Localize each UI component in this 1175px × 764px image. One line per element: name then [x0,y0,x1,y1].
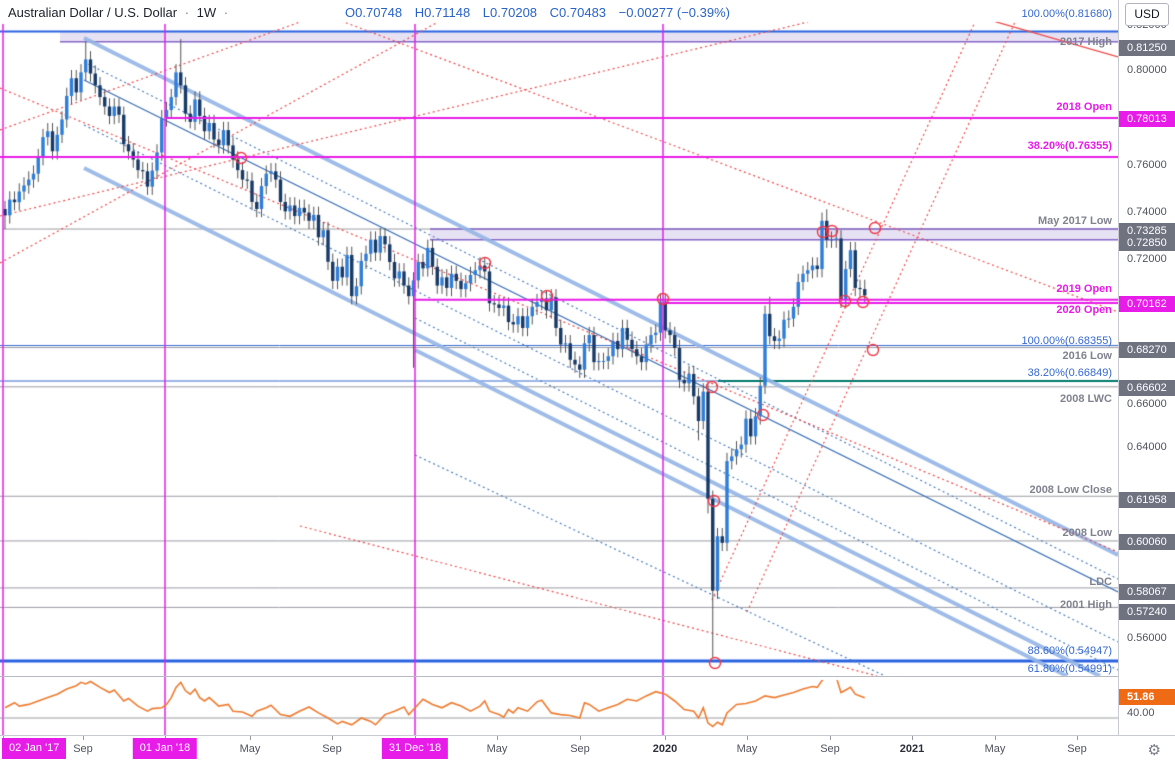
date-axis-tickmark [747,736,748,740]
price-level-badge: 0.70162 [1119,296,1175,312]
date-axis-label: Sep [322,743,342,755]
date-axis-label: May [239,743,261,755]
price-axis-label: 0.66000 [1127,398,1167,410]
price-level-badge: 0.57240 [1119,604,1175,620]
date-axis-label: Sep [570,743,590,755]
rsi-value-badge: 51.86 [1119,689,1175,705]
symbol-header[interactable]: Australian Dollar / U.S. Dollar · 1W · [8,5,232,20]
price-annotation-label: 2008 Low Close [1029,484,1112,496]
price-annotation-label: 38.20%(0.66849) [1027,367,1112,379]
price-axis-label: 0.72000 [1127,253,1167,265]
ohlc-high-value: 0.71148 [424,5,471,20]
date-axis-label: May [486,743,508,755]
header-separator2: · [223,5,229,20]
currency-toggle-button[interactable]: USD [1125,3,1169,26]
price-level-badge: 0.61958 [1119,492,1175,508]
price-axis-label: 0.56000 [1127,632,1167,644]
price-annotation-label: 88.60%(0.54947) [1027,645,1112,657]
date-session-badge[interactable]: 31 Dec '18 [381,738,449,759]
date-axis-tickmark [995,736,996,740]
ohlc-high-label: H [414,5,425,20]
date-axis-label: 2020 [652,743,678,755]
price-annotation-label: 2020 Open [1056,304,1112,316]
price-axis-label: 0.74000 [1127,206,1167,218]
price-annotation-label: 2018 Open [1056,101,1112,113]
date-axis-label: 2021 [899,743,925,755]
price-annotation-label: 2019 Open [1056,283,1112,295]
ohlc-readout: O0.70748 H0.71148 L0.70208 C0.70483 −0.0… [345,5,730,20]
axis-settings-gear-icon[interactable]: ⚙ [1147,742,1161,759]
ohlc-low-label: L [482,5,491,20]
price-annotation-label: LDC [1089,576,1112,588]
ohlc-open-label: O [345,5,356,20]
date-axis-tickmark [665,736,666,740]
date-session-badge[interactable]: 01 Jan '18 [132,738,198,759]
price-level-badge: 0.60060 [1119,534,1175,550]
price-level-badge: 0.66602 [1119,380,1175,396]
rsi-axis-label: 40.00 [1127,707,1155,719]
ohlc-open-value: 0.70748 [355,5,403,20]
price-level-badge: 0.58067 [1119,584,1175,600]
price-annotation-label: 100.00%(0.81680) [1021,8,1112,20]
price-level-badge: 0.81250 [1119,40,1175,56]
price-annotation-label: 2001 High [1060,599,1112,611]
price-annotation-label: May 2017 Low [1038,215,1112,227]
price-annotation-label: 100.00%(0.68355) [1021,335,1112,347]
date-axis-label: Sep [820,743,840,755]
main-chart-canvas[interactable] [0,0,1118,735]
price-annotation-label: 2017 High [1060,36,1112,48]
date-axis-tickmark [580,736,581,740]
price-axis-label: 0.80000 [1127,64,1167,76]
date-axis-tickmark [83,736,84,740]
symbol-title: Australian Dollar / U.S. Dollar [8,5,178,20]
ohlc-low-value: 0.70208 [490,5,538,20]
date-axis-label: May [736,743,758,755]
price-annotation-label: 2008 LWC [1060,393,1112,405]
price-level-badge: 0.68270 [1119,342,1175,358]
date-axis-tickmark [497,736,498,740]
price-annotation-label: 2016 Low [1062,350,1112,362]
pane-separator[interactable] [0,676,1175,677]
date-axis-tickmark [250,736,251,740]
date-session-badge[interactable]: 02 Jan '17 [2,738,67,759]
date-axis-tickmark [332,736,333,740]
price-annotation-label: 2008 Low [1062,527,1112,539]
header-separator: · [184,5,190,20]
date-axis-tickmark [1077,736,1078,740]
date-axis-tickmark [912,736,913,740]
date-axis-tickmark [830,736,831,740]
change-readout: −0.00277 (−0.39%) [618,5,730,20]
date-axis-label: May [984,743,1006,755]
price-level-badge: 0.72850 [1119,235,1175,251]
date-axis[interactable]: 02 Jan '17 Sep 01 Jan '18 May Sep 31 Dec '18 M… [0,735,1175,764]
ohlc-close-value: 0.70483 [559,5,607,20]
price-annotation-label: 38.20%(0.76355) [1027,140,1112,152]
price-axis-label: 0.64000 [1127,441,1167,453]
date-axis-label: Sep [73,743,93,755]
price-axis-label: 0.76000 [1127,159,1167,171]
ohlc-close-label: C [549,5,560,20]
timeframe-label[interactable]: 1W [196,5,217,20]
date-axis-label: Sep [1067,743,1087,755]
price-level-badge: 0.78013 [1119,111,1175,127]
price-annotation-label: 61.80%(0.54991) [1027,663,1112,675]
